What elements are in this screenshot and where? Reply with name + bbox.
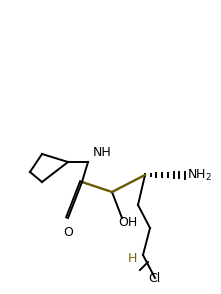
Text: Cl: Cl bbox=[148, 271, 160, 285]
Text: OH: OH bbox=[118, 216, 138, 228]
Text: NH$_2$: NH$_2$ bbox=[187, 168, 212, 183]
Text: H: H bbox=[128, 251, 137, 265]
Text: NH: NH bbox=[93, 146, 112, 158]
Text: O: O bbox=[63, 226, 73, 240]
